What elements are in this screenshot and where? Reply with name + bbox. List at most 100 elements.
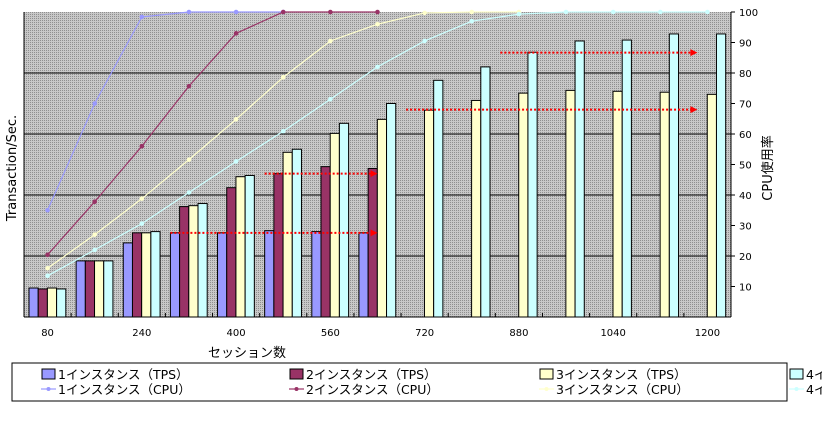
- cpu-point: [139, 221, 145, 226]
- bar-4-instance-tps: [621, 39, 632, 318]
- bar-2-instance-tps: [179, 206, 190, 318]
- cpu-point: [705, 9, 710, 15]
- right-tick-label: 70: [739, 100, 752, 111]
- bar-3-instance-tps: [46, 287, 58, 318]
- legend-marker-cpu-3: [544, 387, 549, 391]
- bar-4-instance-tps: [150, 231, 161, 318]
- axes: 10 20 30 40 50 60 70 80 90 100 80 240 400 560 720 880 10…: [23, 8, 758, 339]
- bar-1-instance-tps: [28, 287, 39, 318]
- bar-3-instance-tps: [141, 232, 152, 318]
- bar-2-instance-tps: [273, 173, 284, 318]
- arrow-head: [370, 170, 378, 178]
- bar-3-instance-tps: [282, 151, 293, 318]
- legend-label-tps-2: 2インスタンス（TPS）: [306, 367, 437, 382]
- cpu-point: [610, 9, 616, 15]
- arrow-head: [690, 49, 698, 57]
- legend: 1インスタンス（TPS） 2インスタンス（TPS） 3インスタンス（TPS） 4インス…: [11, 362, 822, 402]
- cpu-point: [45, 273, 50, 279]
- cpu-point: [563, 9, 569, 15]
- bar-3-instance-tps: [423, 109, 435, 318]
- legend-swatch-tps-3: [539, 368, 554, 380]
- bar-4-instance-tps: [56, 288, 67, 318]
- bar-2-instance-tps: [226, 187, 237, 318]
- cpu-point: [375, 64, 380, 70]
- cpu-point: [233, 31, 239, 36]
- cpu-point: [139, 14, 145, 20]
- bar-2-instance-tps: [84, 260, 96, 318]
- cpu-point: [516, 11, 522, 17]
- bar-4-instance-tps: [338, 122, 350, 318]
- bar-3-instance-tps: [612, 90, 623, 318]
- bar-1-instance-tps: [311, 231, 322, 318]
- right-tick-label: 100: [739, 8, 758, 19]
- cpu-point: [280, 128, 286, 134]
- legend-label-tps-1: 1インスタンス（TPS）: [58, 367, 189, 382]
- bar-1-instance-tps: [75, 260, 86, 318]
- legend-marker-cpu-1: [46, 387, 51, 391]
- bar-3-instance-tps: [518, 92, 529, 318]
- cpu-point: [45, 265, 50, 271]
- bar-3-instance-tps: [659, 91, 670, 318]
- legend-swatch-tps-4: [789, 368, 804, 380]
- left-axis-title: Transaction/Sec.: [5, 115, 20, 222]
- cpu-point: [375, 21, 380, 27]
- cpu-point: [45, 207, 50, 213]
- line-2-instance-cpu: [47, 11, 378, 256]
- bar-2-instance-tps: [320, 166, 331, 318]
- cpu-point: [92, 247, 97, 253]
- bar-3-instance-tps: [94, 260, 105, 318]
- cpu-point: [186, 9, 192, 15]
- x-tick-label: 1200: [695, 328, 720, 339]
- bar-4-instance-tps: [433, 79, 444, 318]
- cpu-lines: [45, 9, 710, 279]
- bar-3-instance-tps: [471, 99, 482, 318]
- bar-3-instance-tps: [235, 176, 246, 318]
- cpu-point: [139, 196, 145, 201]
- bar-2-instance-tps: [367, 167, 378, 318]
- cpu-point: [280, 9, 286, 15]
- legend-marker-cpu-4: [794, 387, 799, 391]
- annotation-arrows: [170, 49, 698, 237]
- bar-2-instance-tps: [131, 232, 143, 318]
- arrow-head: [370, 229, 378, 237]
- bar-4-instance-tps: [574, 40, 585, 318]
- right-tick-label: 90: [739, 39, 752, 50]
- x-tick-label: 720: [415, 328, 434, 339]
- bar-2-instance-tps: [37, 288, 48, 318]
- right-tick-label: 30: [739, 222, 752, 233]
- cpu-point: [328, 38, 333, 44]
- cpu-point: [45, 252, 50, 258]
- legend-label-tps-4: 4インスタンス（TPS）: [806, 367, 822, 382]
- legend-swatch-tps-1: [41, 368, 56, 380]
- x-tick-label: 400: [227, 328, 246, 339]
- legend-marker-cpu-2: [294, 387, 299, 391]
- x-tick-label: 880: [509, 328, 528, 339]
- x-tick-label: 560: [321, 328, 340, 339]
- line-1-instance-cpu: [47, 11, 284, 211]
- cpu-point: [422, 38, 427, 44]
- bar-3-instance-tps: [329, 132, 340, 318]
- right-tick-label: 50: [739, 161, 752, 172]
- cpu-point: [233, 117, 239, 122]
- cpu-point: [280, 74, 286, 80]
- legend-label-cpu-3: 3インスタンス（CPU）: [556, 382, 689, 397]
- cpu-point: [92, 199, 97, 205]
- x-tick-label: 240: [132, 328, 151, 339]
- legend-swatch-tps-2: [289, 368, 304, 380]
- cpu-point: [92, 232, 97, 237]
- x-tick-label: 1040: [600, 328, 625, 339]
- bar-4-instance-tps: [668, 33, 680, 318]
- right-tick-label: 40: [739, 191, 752, 202]
- bar-3-instance-tps: [376, 118, 388, 318]
- legend-label-tps-3: 3インスタンス（TPS）: [556, 367, 687, 382]
- cpu-point: [469, 18, 475, 24]
- arrow-head: [690, 106, 698, 114]
- right-axis-title: CPU使用率: [760, 135, 776, 200]
- bars: [28, 33, 727, 318]
- cpu-point: [92, 101, 97, 106]
- bar-4-instance-tps: [715, 33, 727, 318]
- bar-4-instance-tps: [527, 51, 538, 318]
- cpu-point: [186, 157, 192, 162]
- cpu-point: [139, 143, 145, 149]
